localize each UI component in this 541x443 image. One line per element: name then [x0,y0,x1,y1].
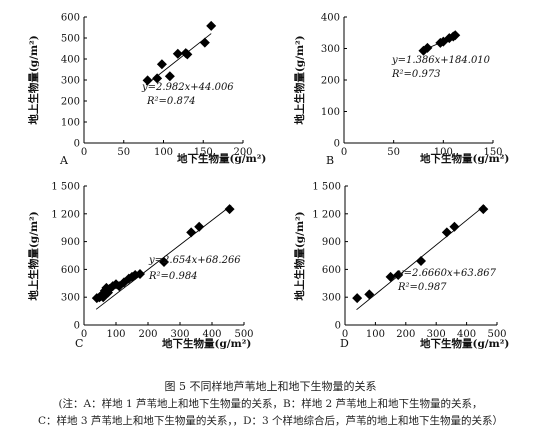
panel-a-y-axis-title: 地上生物量(g/m²) [27,35,40,124]
panel-c-x-tick-label: 300 [170,329,189,340]
panel-c-x-tick-label: 500 [234,329,253,340]
panel-c-equation: y=2.654x+68.266 [148,255,241,266]
panel-d-x-tick-label: 500 [487,329,506,340]
panel-a-y-tick-label: 200 [61,97,80,108]
panel-a-data-point [152,73,163,84]
panel-b-y-tick-label: 100 [321,107,340,118]
panel-a-data-point [182,49,193,60]
panel-d-x-tick-label: 300 [427,329,446,340]
figure-caption-note-line-1: (注：A：样地 1 芦苇地上和地下生物量的关系，B：样地 2 芦苇地上和地下生物… [58,398,483,410]
panel-a-data-point [199,37,210,48]
panel-a-x-tick-label: 0 [81,147,87,158]
panel-b-x-tick-label: 50 [387,147,400,158]
panel-d-x-tick-label: 200 [396,329,415,340]
panel-d-data-point [478,204,489,215]
panel-b-x-tick-label: 150 [483,147,502,158]
panel-c-data-point [186,227,197,238]
panel-d-x-tick-label: 0 [342,329,348,340]
panel-d-x-tick-label: 100 [366,329,385,340]
panel-c-x-tick-label: 400 [202,329,221,340]
panel-b-y-tick-label: 0 [334,139,340,150]
panel-c-x-tick-label: 100 [106,329,125,340]
panel-d-data-point [416,256,426,267]
panel-d-data-point [385,271,396,282]
panel-c-y-tick-label: 1 500 [51,182,80,193]
panel-b-y-tick-label: 300 [321,44,340,55]
panel-b-x-axis-title: 地下生物量(g/m²) [420,152,509,165]
panel-b-r-squared: R²=0.973 [391,69,441,80]
figure-caption-note-line-2: C：样地 3 芦苇地上和地下生物量的关系，，D：3 个样地综合后，芦苇的地上和地… [37,415,504,427]
panel-c-r-squared: R²=0.984 [148,271,198,282]
panel-b-data-point [450,30,461,41]
panel-d-y-tick-label: 0 [335,321,341,332]
panel-a-equation: y=2.982x+44.006 [141,82,234,93]
panel-a-data-point [156,59,167,70]
panel-c-x-axis-title: 地下生物量(g/m²) [162,337,251,350]
panel-d-r-squared: R²=0.987 [397,282,447,293]
panel-a-x-axis-title: 地下生物量(g/m²) [177,152,266,165]
panel-a-x-tick-label: 200 [233,147,252,158]
panel-d-x-tick-label: 400 [457,329,476,340]
panel-d-data-point [364,289,375,300]
panel-d-x-axis-title: 地下生物量(g/m²) [420,337,509,350]
panel-c-y-tick-label: 1 200 [51,209,80,220]
panel-a-label: A [59,154,69,167]
panel-c-y-axis-title: 地上生物量(g/m²) [27,211,40,300]
panel-a-y-tick-label: 0 [74,139,80,150]
panel-c-y-tick-label: 300 [61,293,80,304]
panel-a-y-tick-label: 400 [61,55,80,66]
panel-c-label: C [75,337,83,350]
panel-a-y-tick-label: 300 [61,76,80,87]
panel-a-data-point [206,20,217,31]
panel-a-x-tick-label: 150 [194,147,213,158]
panel-d-y-tick-label: 900 [322,237,341,248]
panel-a-r-squared: R²=0.874 [146,96,196,107]
panel-d-data-point [449,221,460,232]
panel-a-y-tick-label: 100 [61,118,80,129]
panel-a-data-point [142,75,153,86]
panel-c-data-point [194,221,205,232]
panel-d-data-point [393,269,404,280]
panel-d-data-point [441,227,452,238]
panel-a-x-tick-label: 50 [117,147,130,158]
panel-b-x-tick-label: 100 [434,147,453,158]
panel-d-y-tick-label: 300 [322,293,341,304]
panel-c-x-tick-label: 200 [138,329,157,340]
panel-b-y-tick-label: 400 [321,13,340,24]
panel-b-x-tick-label: 0 [341,147,347,158]
panel-d-y-tick-label: 600 [322,265,341,276]
figure-caption-title: 图 5 不同样地芦苇地上和地下生物量的关系 [164,380,377,393]
panel-b-y-tick-label: 200 [321,76,340,87]
panel-b-label: B [326,154,334,167]
panel-c-data-point [224,204,235,215]
panel-c-data-point [159,256,169,267]
panel-d-y-axis-title: 地上生物量(g/m²) [293,211,306,300]
panel-a-y-tick-label: 500 [61,34,80,45]
panel-b-data-point [422,42,433,53]
panel-c-y-tick-label: 0 [74,321,80,332]
panel-b-equation: y=1.386x+184.010 [391,55,491,66]
panel-d-equation: y=2.6660x+63.867 [397,268,497,279]
panel-d-y-tick-label: 1 200 [312,209,341,220]
panel-a-data-point [172,48,183,59]
panel-b-y-axis-title: 地上生物量(g/m²) [293,35,306,124]
panel-a-x-tick-label: 100 [154,147,173,158]
panel-c-y-tick-label: 900 [61,237,80,248]
panel-c-data-point [135,269,145,280]
panel-d-data-point [352,293,363,304]
panel-d-label: D [340,337,349,350]
panel-a-y-tick-label: 600 [61,13,80,24]
panel-a-data-point [164,71,175,82]
panel-c-x-tick-label: 0 [81,329,87,340]
panel-d-y-tick-label: 1 500 [312,182,341,193]
panel-c-y-tick-label: 600 [61,265,80,276]
